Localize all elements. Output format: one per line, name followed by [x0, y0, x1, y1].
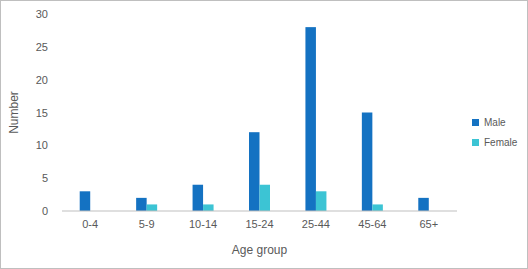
x-tick-label: 45-64 [358, 218, 386, 230]
bar [136, 198, 147, 211]
chart-container: 0 5 10 15 20 25 30 0-4 5-9 10-14 15-24 25-44 45-64 65… [0, 0, 528, 269]
legend-label: Male [484, 117, 506, 128]
bar [305, 27, 316, 211]
legend: Male Female [472, 117, 518, 148]
legend-swatch [472, 139, 479, 146]
x-tick-label: 15-24 [245, 218, 273, 230]
bar [260, 185, 271, 211]
bar [372, 204, 383, 211]
bar [249, 132, 260, 211]
bar [193, 185, 204, 211]
y-tick-label: 0 [42, 205, 48, 217]
bar [147, 204, 158, 211]
chart-svg: 0 5 10 15 20 25 30 0-4 5-9 10-14 15-24 25-44 45-64 65… [0, 0, 528, 269]
x-tick-label: 25-44 [302, 218, 330, 230]
x-axis-line [62, 211, 457, 212]
chart-frame [1, 1, 528, 269]
x-tick-label: 5-9 [139, 218, 155, 230]
y-tick-label: 5 [42, 172, 48, 184]
x-tick-label: 0-4 [82, 218, 98, 230]
y-axis-title: Number [7, 91, 21, 134]
bar [80, 191, 91, 211]
bar [203, 204, 214, 211]
legend-swatch [472, 119, 479, 126]
y-tick-label: 10 [36, 139, 48, 151]
x-tick-label: 65+ [419, 218, 438, 230]
legend-label: Female [484, 137, 518, 148]
y-tick-label: 25 [36, 41, 48, 53]
x-axis-title: Age group [232, 243, 288, 257]
bar [362, 113, 373, 212]
y-tick-label: 20 [36, 74, 48, 86]
y-tick-label: 30 [36, 8, 48, 20]
x-tick-label: 10-14 [189, 218, 217, 230]
bar [418, 198, 429, 211]
bar [316, 191, 327, 211]
bars [80, 27, 429, 211]
y-tick-label: 15 [36, 107, 48, 119]
